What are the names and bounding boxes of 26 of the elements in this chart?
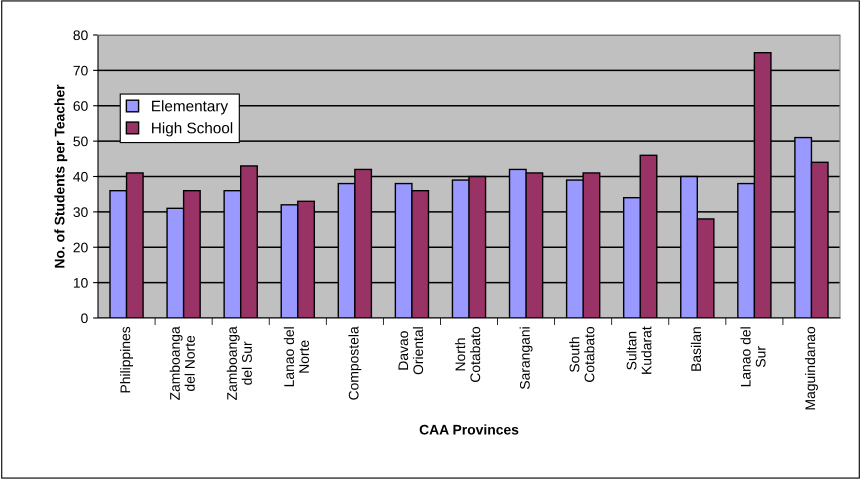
x-tick-label: Compostela: [348, 326, 362, 400]
x-tick-label: Sarangani: [520, 327, 533, 390]
legend-label: High School: [152, 122, 232, 136]
x-tick-label: Zamboanga del Sur: [226, 326, 252, 400]
x-tick-label: Sultan Kudarat: [626, 326, 652, 374]
y-tick-label: 40: [73, 172, 88, 182]
y-tick-label: 10: [74, 278, 88, 288]
y-tick-label: 0: [81, 313, 88, 324]
y-tick-label: 60: [74, 101, 88, 111]
legend-label: Elementary: [152, 100, 228, 114]
x-tick-label: Maguindanao: [804, 326, 818, 410]
x-axis-title: CAA Provinces: [420, 424, 518, 435]
x-tick-label: Basilan: [690, 327, 702, 371]
x-tick-label: Zamboanga del Norte: [170, 326, 195, 400]
y-tick-label: 30: [73, 207, 88, 218]
x-tick-label: South Cotabato: [569, 326, 594, 382]
y-tick-label: 80: [73, 30, 88, 40]
y-tick-label: 50: [73, 136, 88, 146]
x-tick-label: Lanao del Sur: [740, 327, 766, 386]
x-tick-label: Davao Oriental: [398, 327, 424, 374]
x-tick-label: Philippines: [120, 326, 134, 392]
y-tick-label: 70: [74, 66, 88, 76]
y-axis-title: No. of Students per Teacher: [54, 84, 68, 268]
x-tick-label: North Cotabato: [455, 326, 480, 382]
x-tick-label: Lanao del Norte: [284, 327, 309, 386]
y-tick-label: 20: [74, 242, 88, 252]
